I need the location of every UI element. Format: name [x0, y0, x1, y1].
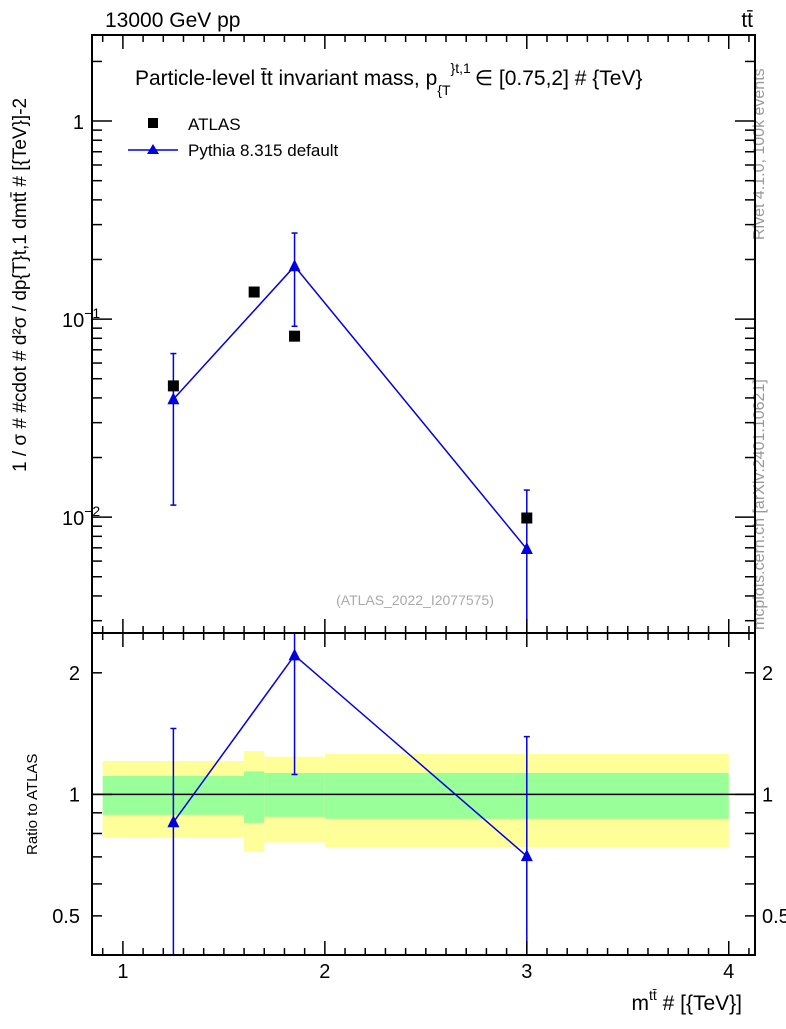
- x-tick-label: 2: [319, 961, 330, 983]
- ratio-y-tick-label-left: 1: [69, 784, 80, 806]
- ratio-pythia-point: [288, 648, 301, 661]
- xlabel-main: m: [631, 992, 649, 1015]
- y-tick-exponent: −1: [84, 305, 100, 321]
- title-sup: }t,1: [451, 60, 471, 76]
- pythia-point: [167, 392, 180, 405]
- ratio-pythia-point: [520, 849, 533, 862]
- x-axis-label: mtt̄ # [{TeV}]: [631, 987, 742, 1015]
- x-tick-label: 1: [117, 961, 128, 983]
- atlas-point: [167, 380, 179, 392]
- chart-title: Particle-level t̄t invariant mass, p{T}t…: [135, 60, 643, 98]
- legend-atlas-marker: [148, 118, 158, 128]
- analysis-id: (ATLAS_2022_I2077575): [336, 592, 494, 608]
- legend-pythia-marker: [147, 144, 159, 154]
- x-tick-label: 4: [723, 961, 734, 983]
- y-tick-exponent: −2: [84, 503, 100, 519]
- ratio-y-tick-label-right: 2: [762, 663, 773, 685]
- ratio-band-inner: [244, 771, 265, 823]
- title-sub: {T: [437, 82, 451, 98]
- legend: ATLAS Pythia 8.315 default: [128, 115, 339, 160]
- ratio-y-tick-label-left: 0.5: [52, 906, 80, 928]
- x-tick-label: 3: [521, 961, 532, 983]
- ratio-ylabel: Ratio to ATLAS: [24, 754, 41, 855]
- y-tick-label: 1: [73, 112, 84, 134]
- main-ylabel: 1 / σ # #cdot # d²σ / dp{T}t,1 dmtt̄ # […: [10, 98, 31, 472]
- legend-pythia-label: Pythia 8.315 default: [188, 141, 339, 160]
- mcplots-label: mcplots.cern.ch [arXiv:2401.10621]: [751, 379, 768, 630]
- atlas-point: [289, 330, 301, 342]
- pythia-line: [172, 265, 528, 550]
- ratio-y-tick-label-left: 2: [69, 663, 80, 685]
- xlabel-sup: tt̄: [649, 987, 657, 1003]
- ratio-y-tick-label-right: 0.5: [762, 906, 786, 928]
- atlas-point: [521, 512, 533, 524]
- xlabel-tail: # [{TeV}]: [657, 992, 742, 1015]
- title-tail: ∈ [0.75,2] # {TeV}: [475, 67, 643, 90]
- pythia-point: [520, 542, 533, 555]
- header-left: 13000 GeV pp: [105, 9, 240, 32]
- ratio-y-tick-label-right: 1: [762, 784, 773, 806]
- rivet-label: Rivet 4.1.0, 100k events: [751, 68, 768, 240]
- legend-atlas-label: ATLAS: [188, 115, 241, 134]
- pythia-point: [288, 259, 301, 272]
- title-main: Particle-level t̄t invariant mass, p: [135, 67, 437, 90]
- atlas-point: [248, 286, 260, 298]
- header-right: tt̄: [741, 9, 753, 32]
- ratio-pythia-point: [167, 815, 180, 828]
